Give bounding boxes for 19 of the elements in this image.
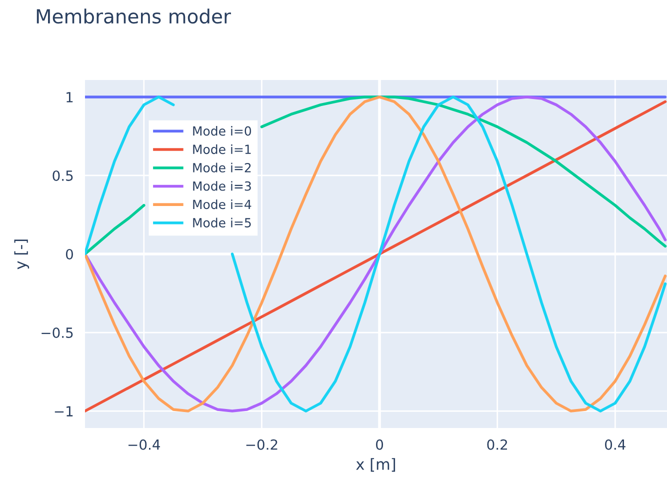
x-tick-label: −0.4 (128, 439, 160, 450)
legend-label: Mode i=1 (193, 144, 251, 154)
x-tick-label: −0.2 (246, 439, 278, 450)
y-tick-label: 1 (66, 92, 73, 102)
y-tick-label: 0 (66, 248, 73, 260)
x-tick-label: 0.4 (605, 439, 626, 450)
y-tick-label: 0.5 (52, 170, 73, 181)
y-axis-title: y [-] (14, 240, 30, 270)
chart-title: Membranens moder (36, 8, 231, 24)
y-tick-label: −1 (54, 406, 73, 416)
legend-label: Mode i=0 (193, 126, 252, 136)
x-axis-title: x [m] (356, 458, 396, 472)
x-tick-label: 0.2 (487, 439, 507, 450)
legend-label: Mode i=4 (193, 199, 252, 210)
legend-label: Mode i=2 (193, 162, 251, 172)
legend-label: Mode i=5 (193, 218, 251, 228)
legend-label: Mode i=3 (193, 181, 251, 191)
y-tick-label: −0.5 (42, 327, 73, 338)
x-tick-label: 0 (376, 439, 384, 450)
